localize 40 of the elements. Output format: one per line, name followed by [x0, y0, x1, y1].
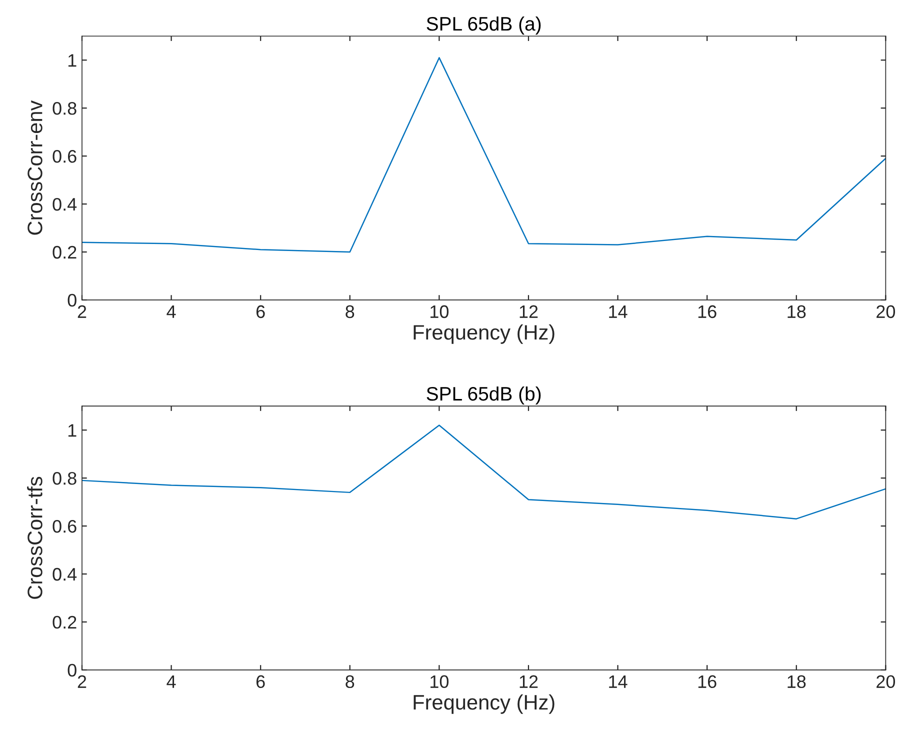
x-tick-label: 8	[346, 305, 354, 318]
y-tick-label: 0.6	[52, 150, 76, 163]
y-tick-label: 0.2	[52, 616, 76, 629]
x-tick-label: 12	[520, 675, 538, 688]
x-axis-title: Frequency (Hz)	[414, 694, 554, 714]
x-tick-label: 18	[788, 305, 806, 318]
y-axis-title: CrossCorr-env	[28, 100, 42, 235]
y-tick-label: 0.8	[52, 102, 76, 115]
x-tick-label: 10	[430, 305, 449, 318]
x-tick-label: 18	[788, 675, 806, 688]
y-tick-label: 0.8	[52, 472, 76, 485]
y-tick-label: 0	[68, 294, 76, 307]
x-tick-label: 14	[609, 675, 628, 688]
y-tick-label: 1	[68, 424, 76, 437]
line-series	[82, 424, 886, 520]
x-tick-label: 4	[166, 305, 176, 318]
y-tick-label: 0.2	[52, 246, 76, 259]
y-tick-label: 0.4	[52, 198, 77, 211]
x-tick-label: 4	[166, 675, 176, 688]
y-tick-label: 0	[68, 664, 76, 677]
chart-title: SPL 65dB (a)	[426, 16, 541, 35]
x-tick-label: 14	[609, 305, 628, 318]
x-tick-label: 16	[698, 675, 716, 688]
y-tick-label: 0.6	[52, 520, 76, 533]
x-tick-label: 20	[876, 305, 896, 318]
x-tick-label: 6	[256, 305, 265, 318]
x-tick-label: 16	[698, 305, 716, 318]
x-tick-label: 10	[430, 675, 449, 688]
y-axis-title: CrossCorr-tfs	[27, 476, 42, 599]
x-tick-label: 2	[78, 305, 86, 318]
x-tick-label: 12	[520, 305, 538, 318]
y-tick-label: 0.4	[52, 568, 77, 581]
x-tick-label: 8	[346, 675, 354, 688]
chart-title: SPL 65dB (b)	[426, 386, 541, 405]
x-axis-title: Frequency (Hz)	[414, 324, 554, 344]
y-tick-label: 1	[68, 54, 76, 67]
x-tick-label: 2	[78, 675, 86, 688]
x-tick-label: 20	[876, 675, 896, 688]
x-tick-label: 6	[256, 675, 265, 688]
line-series	[82, 57, 886, 253]
